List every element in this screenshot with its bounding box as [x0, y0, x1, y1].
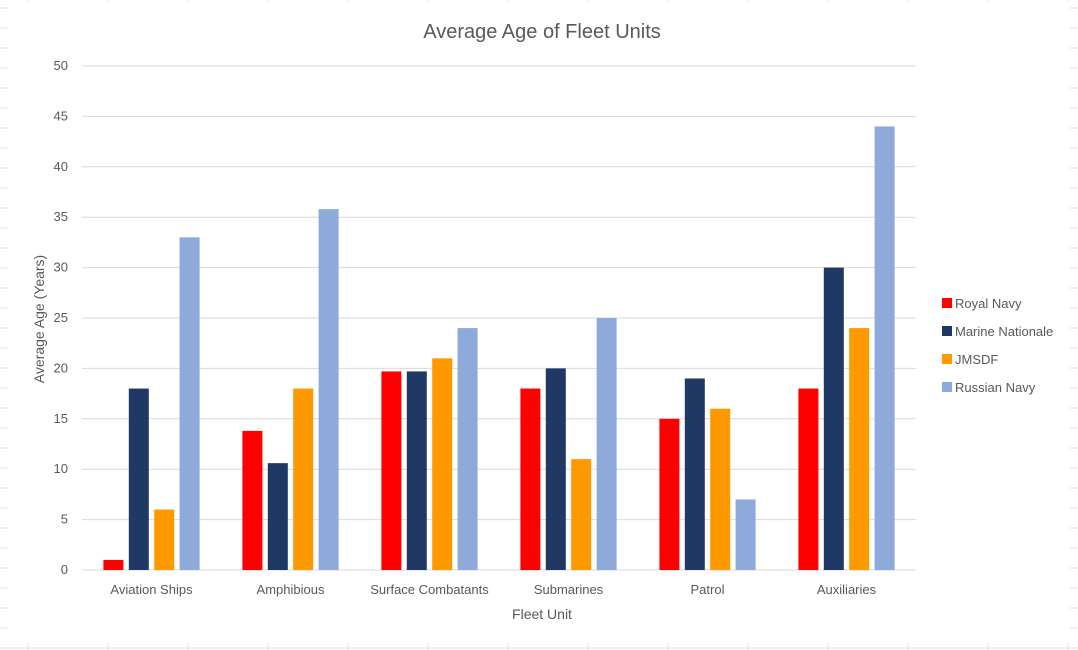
chart-area[interactable]: Average Age of Fleet Units 0 5 10 15 20 25 30 3…: [8, 2, 1070, 643]
legend-swatch: [942, 354, 952, 364]
legend-label: JMSDF: [955, 352, 998, 367]
x-tick-label: Surface Combatants: [370, 582, 489, 597]
bar-royal-navy-aviation-ships[interactable]: [103, 559, 124, 570]
chart-title[interactable]: Average Age of Fleet Units: [423, 21, 661, 43]
bar-royal-navy-patrol[interactable]: [659, 418, 680, 570]
y-axis-title[interactable]: Average Age (Years): [31, 255, 47, 383]
y-tick-label: 30: [54, 260, 68, 275]
legend-swatch: [942, 382, 952, 392]
y-tick-label: 20: [54, 360, 68, 375]
bar-chart: Average Age of Fleet Units 0 5 10 15 20 25 30 3…: [31, 21, 1053, 622]
bar-marine-nationale-aviation-ships[interactable]: [128, 388, 149, 570]
y-axis-tick-labels: 0 5 10 15 20 25 30 35 40 45 50: [54, 58, 68, 577]
y-tick-label: 15: [54, 411, 68, 426]
y-tick-label: 50: [54, 58, 68, 73]
bar-jmsdf-aviation-ships[interactable]: [154, 509, 175, 570]
y-tick-label: 5: [61, 512, 68, 527]
x-tick-label: Auxiliaries: [817, 582, 877, 597]
legend-swatch: [942, 326, 952, 336]
y-tick-label: 35: [54, 209, 68, 224]
x-tick-label: Aviation Ships: [110, 582, 193, 597]
legend-label: Marine Nationale: [955, 324, 1053, 339]
y-tick-label: 25: [54, 310, 68, 325]
legend-label: Russian Navy: [955, 380, 1036, 395]
bar-russian-navy-aviation-ships[interactable]: [179, 237, 200, 571]
legend[interactable]: Royal Navy Marine Nationale JMSDF Russian N…: [942, 296, 1053, 395]
bar-marine-nationale-auxiliaries[interactable]: [823, 267, 844, 570]
y-tick-label: 0: [61, 562, 68, 577]
bar-marine-nationale-submarines[interactable]: [545, 368, 566, 570]
bar-royal-navy-surface-combatants[interactable]: [381, 371, 402, 570]
bar-jmsdf-surface-combatants[interactable]: [432, 358, 453, 570]
bar-russian-navy-patrol[interactable]: [735, 499, 756, 570]
x-tick-label: Amphibious: [257, 582, 325, 597]
bar-royal-navy-amphibious[interactable]: [242, 430, 263, 570]
bar-jmsdf-amphibious[interactable]: [293, 388, 314, 570]
gridlines: [82, 65, 916, 571]
bar-russian-navy-submarines[interactable]: [596, 318, 617, 570]
bar-russian-navy-surface-combatants[interactable]: [457, 328, 478, 570]
y-tick-label: 40: [54, 159, 68, 174]
y-tick-label: 45: [54, 108, 68, 123]
bar-marine-nationale-patrol[interactable]: [684, 378, 705, 570]
bar-marine-nationale-amphibious[interactable]: [267, 463, 288, 570]
bar-royal-navy-auxiliaries[interactable]: [798, 388, 819, 570]
legend-label: Royal Navy: [955, 296, 1022, 311]
x-axis-category-labels: Aviation Ships Amphibious Surface Combatan…: [110, 582, 876, 597]
bar-series: [103, 126, 895, 571]
x-tick-label: Patrol: [691, 582, 725, 597]
y-tick-label: 10: [54, 461, 68, 476]
x-axis-title[interactable]: Fleet Unit: [512, 606, 572, 622]
bar-marine-nationale-surface-combatants[interactable]: [406, 371, 427, 570]
bar-jmsdf-auxiliaries[interactable]: [849, 328, 870, 570]
bar-royal-navy-submarines[interactable]: [520, 388, 541, 570]
bar-russian-navy-amphibious[interactable]: [318, 209, 339, 571]
legend-swatch: [942, 298, 952, 308]
bar-russian-navy-auxiliaries[interactable]: [874, 126, 895, 570]
x-tick-label: Submarines: [534, 582, 604, 597]
bar-jmsdf-patrol[interactable]: [710, 408, 731, 570]
bar-jmsdf-submarines[interactable]: [571, 459, 592, 570]
